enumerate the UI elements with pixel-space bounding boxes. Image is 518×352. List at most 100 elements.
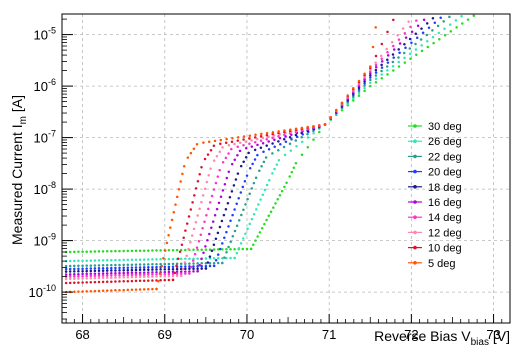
data-point — [134, 275, 138, 279]
data-point — [250, 217, 254, 221]
data-point — [227, 144, 231, 147]
data-point — [229, 219, 232, 223]
data-point — [175, 195, 179, 199]
data-series — [64, 14, 476, 294]
data-point — [126, 266, 130, 269]
data-point — [214, 181, 218, 185]
data-point — [397, 65, 401, 68]
data-point — [101, 264, 105, 267]
data-point — [290, 138, 293, 141]
data-point — [101, 274, 105, 277]
data-point — [369, 70, 372, 73]
data-point — [216, 175, 220, 178]
data-point — [288, 175, 291, 178]
data-point — [221, 256, 224, 260]
data-point — [155, 287, 158, 291]
data-point — [202, 251, 205, 254]
data-point — [295, 135, 299, 139]
data-point — [380, 69, 383, 73]
data-point — [419, 38, 423, 41]
data-point — [253, 136, 257, 139]
data-point — [151, 275, 154, 278]
data-point — [369, 84, 372, 88]
data-point — [268, 178, 271, 182]
data-point — [236, 136, 240, 139]
data-point — [253, 158, 257, 161]
data-point — [352, 97, 355, 100]
data-point — [110, 249, 113, 253]
y-tick-base: 10 — [34, 131, 48, 146]
data-point — [194, 220, 198, 224]
data-point — [272, 206, 275, 209]
y-tick-label: 10-6 — [34, 77, 56, 94]
data-point — [239, 242, 243, 245]
data-point — [217, 201, 221, 205]
data-point — [179, 274, 183, 278]
data-point — [147, 271, 150, 274]
series-18-deg — [64, 17, 435, 273]
data-point — [151, 287, 154, 291]
legend: 30 deg 26 deg 22 deg 20 deg 18 deg 16 deg 14 d… — [408, 121, 462, 270]
data-point — [233, 158, 237, 161]
data-point — [114, 249, 117, 253]
data-point — [289, 128, 292, 131]
data-point — [81, 250, 84, 253]
data-point — [142, 258, 146, 261]
data-point — [224, 156, 228, 160]
x-tick-label: 71 — [322, 327, 336, 342]
data-point — [357, 79, 361, 83]
data-point — [163, 272, 167, 276]
data-point — [213, 214, 217, 217]
data-point — [114, 289, 117, 292]
data-point — [282, 145, 286, 149]
data-point — [105, 269, 109, 272]
data-point — [374, 80, 378, 84]
data-point — [202, 141, 205, 144]
data-point — [159, 249, 162, 252]
data-point — [188, 267, 191, 271]
data-point — [93, 289, 97, 293]
data-point — [416, 24, 420, 27]
data-point — [386, 51, 389, 54]
data-point — [155, 275, 158, 278]
data-point — [130, 279, 134, 283]
data-point — [427, 26, 431, 30]
data-point — [64, 270, 68, 273]
legend-marker — [413, 169, 417, 174]
data-point — [392, 48, 396, 51]
data-point — [200, 200, 203, 204]
data-point — [196, 265, 199, 268]
data-point — [184, 248, 187, 252]
data-point — [369, 76, 372, 79]
data-point — [231, 213, 234, 217]
data-point — [283, 153, 287, 157]
data-point — [352, 86, 355, 90]
data-point — [207, 140, 211, 143]
data-point — [242, 135, 246, 138]
data-point — [191, 259, 195, 262]
legend-item: 14 deg — [408, 212, 462, 224]
data-point — [431, 17, 435, 20]
legend-label: 20 deg — [428, 167, 462, 179]
data-point — [189, 151, 193, 155]
data-point — [207, 174, 210, 177]
data-point — [81, 267, 84, 270]
data-point — [193, 194, 196, 197]
data-point — [110, 289, 113, 292]
data-point — [181, 267, 185, 271]
data-point — [178, 250, 182, 253]
data-point — [294, 162, 298, 165]
data-point — [185, 222, 189, 225]
y-tick-exponent: -9 — [48, 232, 56, 242]
data-point — [101, 272, 105, 275]
legend-item: 5 deg — [408, 258, 456, 270]
data-point — [420, 49, 424, 53]
data-point — [433, 21, 437, 25]
data-point — [420, 44, 423, 47]
data-point — [233, 256, 236, 260]
data-point — [167, 234, 170, 237]
data-point — [73, 290, 76, 294]
data-point — [374, 26, 377, 29]
data-point — [260, 165, 263, 168]
data-point — [189, 241, 192, 244]
